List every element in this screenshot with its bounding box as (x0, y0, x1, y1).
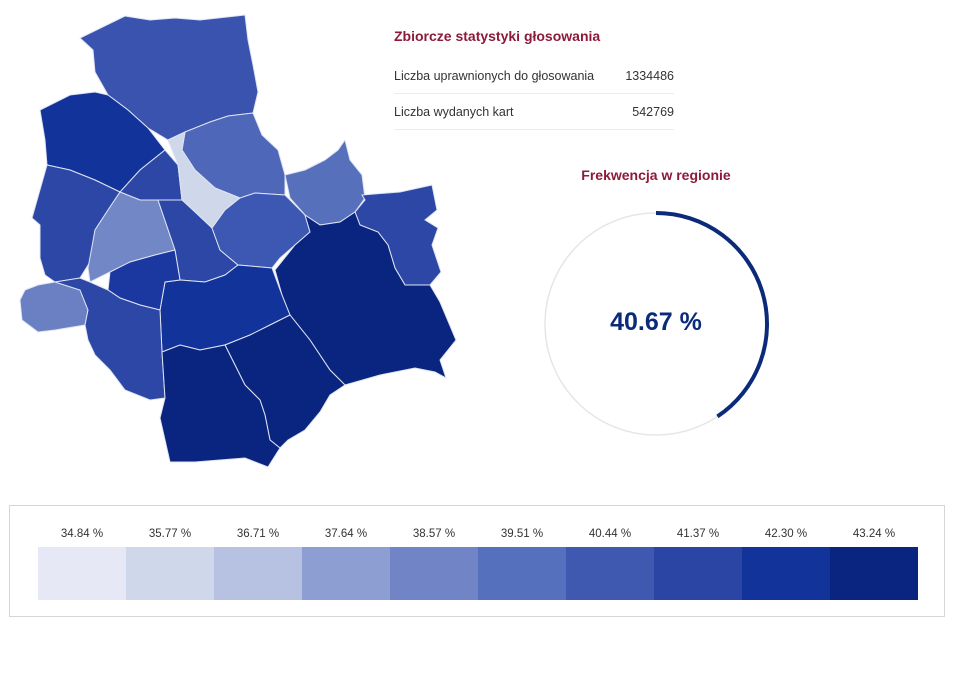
legend-label: 34.84 % (60, 528, 104, 540)
legend-label: 35.77 % (148, 528, 192, 540)
legend-label: 38.57 % (412, 528, 456, 540)
legend-swatch (214, 547, 302, 600)
stat-row-ballots-issued: Liczba wydanych kart 542769 (394, 94, 674, 130)
district-ursus[interactable] (54, 277, 166, 401)
stat-label-ballots-issued: Liczba wydanych kart (394, 105, 514, 119)
legend-label: 36.71 % (236, 528, 280, 540)
legend-label: 41.37 % (676, 528, 720, 540)
stat-label-eligible-voters: Liczba uprawnionych do głosowania (394, 69, 595, 83)
legend-label: 42.30 % (764, 528, 808, 540)
stats-panel: Zbiorcze statystyki głosowania Liczba up… (394, 28, 674, 130)
stats-title: Zbiorcze statystyki głosowania (394, 28, 601, 44)
legend-label: 39.51 % (500, 528, 544, 540)
legend-swatch (390, 547, 478, 600)
legend-labels: 34.84 % 35.77 % 36.71 % 37.64 % 38.57 % … (38, 528, 918, 540)
color-legend: 34.84 % 35.77 % 36.71 % 37.64 % 38.57 % … (9, 505, 945, 617)
legend-label: 37.64 % (324, 528, 368, 540)
legend-label: 43.24 % (852, 528, 896, 540)
legend-color-bar (38, 547, 918, 600)
district-map-svg (19, 14, 457, 468)
legend-swatch (654, 547, 742, 600)
district-map (0, 0, 480, 480)
legend-swatch (830, 547, 918, 600)
legend-swatch (302, 547, 390, 600)
stat-row-eligible-voters: Liczba uprawnionych do głosowania 133448… (394, 58, 674, 94)
stat-value-eligible-voters: 1334486 (625, 69, 674, 83)
legend-label: 40.44 % (588, 528, 632, 540)
turnout-value: 40.67 % (610, 308, 702, 336)
turnout-title: Frekwencja w regionie (581, 167, 731, 183)
turnout-gauge-arc (655, 211, 769, 419)
legend-swatch (126, 547, 214, 600)
legend-swatch (478, 547, 566, 600)
turnout-gauge (544, 211, 769, 436)
district-ursynow[interactable] (159, 344, 281, 468)
district-praga-poludnie[interactable] (211, 192, 311, 269)
legend-swatch (566, 547, 654, 600)
stat-value-ballots-issued: 542769 (632, 105, 674, 119)
district-wola[interactable] (31, 164, 121, 283)
legend-swatch (38, 547, 126, 600)
legend-swatch (742, 547, 830, 600)
